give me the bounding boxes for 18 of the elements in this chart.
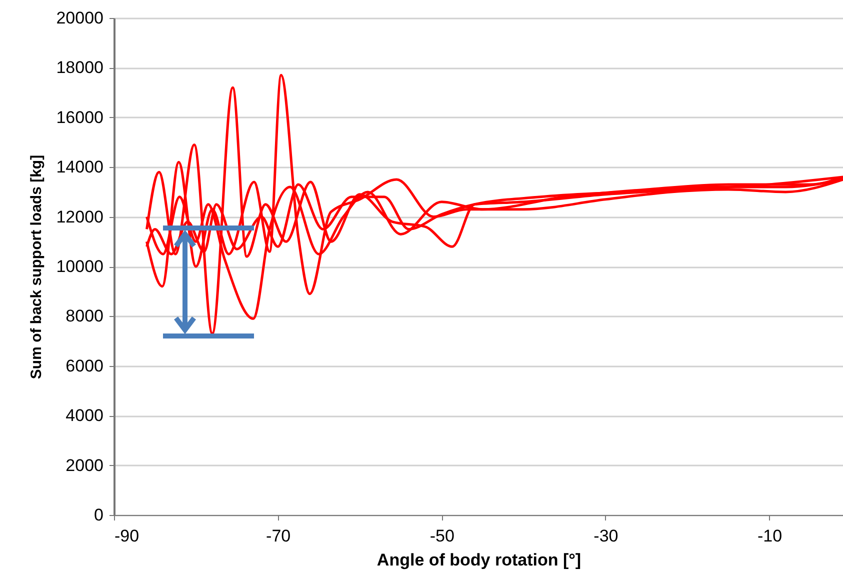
y-tick-label: 20000: [56, 8, 104, 28]
x-tick-label: -50: [430, 526, 454, 546]
x-tick-label: -30: [594, 526, 618, 546]
x-axis-title: Angle of body rotation [°]: [376, 550, 582, 570]
y-tick-label: 14000: [56, 158, 104, 177]
x-tick-label: -70: [266, 526, 291, 546]
y-tick-label: 4000: [66, 406, 104, 426]
y-tick-label: 0: [94, 506, 104, 524]
y-axis-title: Sum of back support loads [kg]: [28, 154, 46, 380]
y-tick-label: 2000: [66, 456, 104, 475]
y-tick-label: 12000: [56, 207, 104, 226]
y-tick-label: 6000: [66, 356, 104, 376]
y-tick-label: 18000: [56, 58, 104, 78]
y-tick-label: 16000: [56, 108, 104, 127]
y-tick-label: 8000: [66, 306, 104, 326]
x-tick-label: -10: [757, 526, 782, 546]
y-tick-label: 10000: [56, 257, 104, 276]
x-tick-label: -90: [114, 526, 140, 546]
